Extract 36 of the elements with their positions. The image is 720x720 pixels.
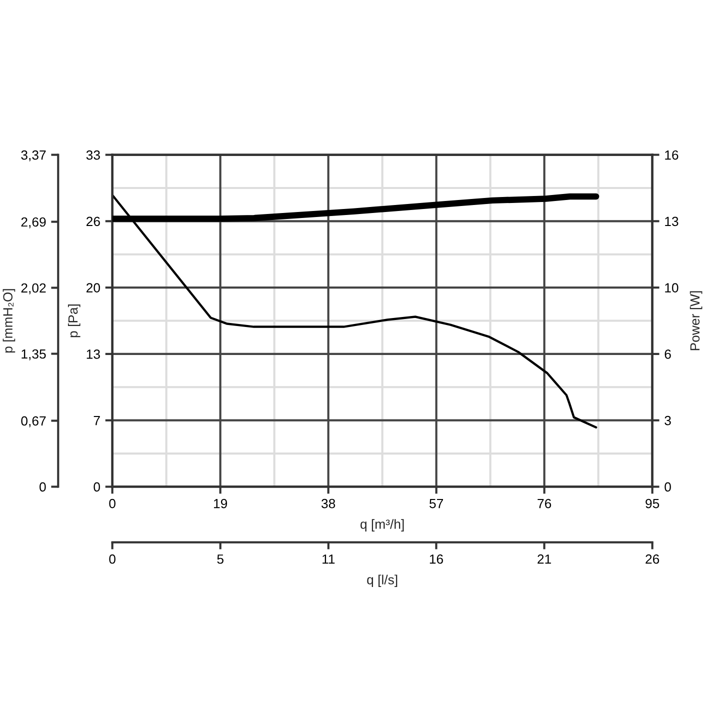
x2-tick-label: 11: [322, 554, 335, 564]
y2-tick-label: 13: [665, 216, 678, 226]
y3-tick-label: 0: [40, 482, 46, 492]
x-tick-label: 0: [109, 498, 116, 508]
x2-tick-label: 21: [538, 554, 551, 564]
x2-axis-title: q [l/s]: [367, 574, 398, 588]
y3-tick-label: 2,69: [21, 217, 46, 228]
y3-axis-title: p [mmH₂O]: [2, 289, 16, 353]
x-axis-title: q [m³/h]: [360, 519, 404, 532]
y2-tick-label: 3: [664, 416, 671, 426]
x-tick-label: 38: [321, 498, 336, 508]
x-tick-label: 76: [538, 498, 552, 508]
y-tick-label: 7: [94, 416, 100, 426]
x-tick-label: 19: [214, 498, 228, 508]
y3-tick-label: 0,67: [21, 416, 46, 428]
y2-tick-label: 16: [665, 150, 678, 160]
x-tick-label: 57: [430, 499, 443, 508]
line-series: [112, 194, 598, 428]
y2-tick-label: 10: [665, 283, 678, 292]
y2-tick-label: 0: [664, 482, 671, 492]
x2-tick-label: 0: [109, 554, 116, 564]
y-axis-title: p [Pa]: [68, 304, 80, 338]
x2-tick-label: 16: [430, 554, 443, 564]
y-tick-label: 33: [86, 150, 100, 160]
y-tick-label: 26: [86, 216, 100, 226]
y2-tick-label: 6: [664, 350, 671, 359]
x2-tick-label: 5: [217, 554, 224, 564]
y2-axis-title: Power [W]: [690, 291, 702, 350]
y-tick-label: 13: [86, 350, 100, 359]
x2-tick-label: 26: [646, 554, 660, 564]
y3-tick-label: 1,35: [22, 349, 46, 360]
y3-tick-label: 2,02: [21, 283, 46, 294]
y-tick-label: 20: [86, 283, 100, 292]
y-tick-label: 0: [94, 482, 100, 492]
x-tick-label: 95: [646, 498, 660, 508]
y3-tick-label: 3,37: [21, 150, 46, 162]
